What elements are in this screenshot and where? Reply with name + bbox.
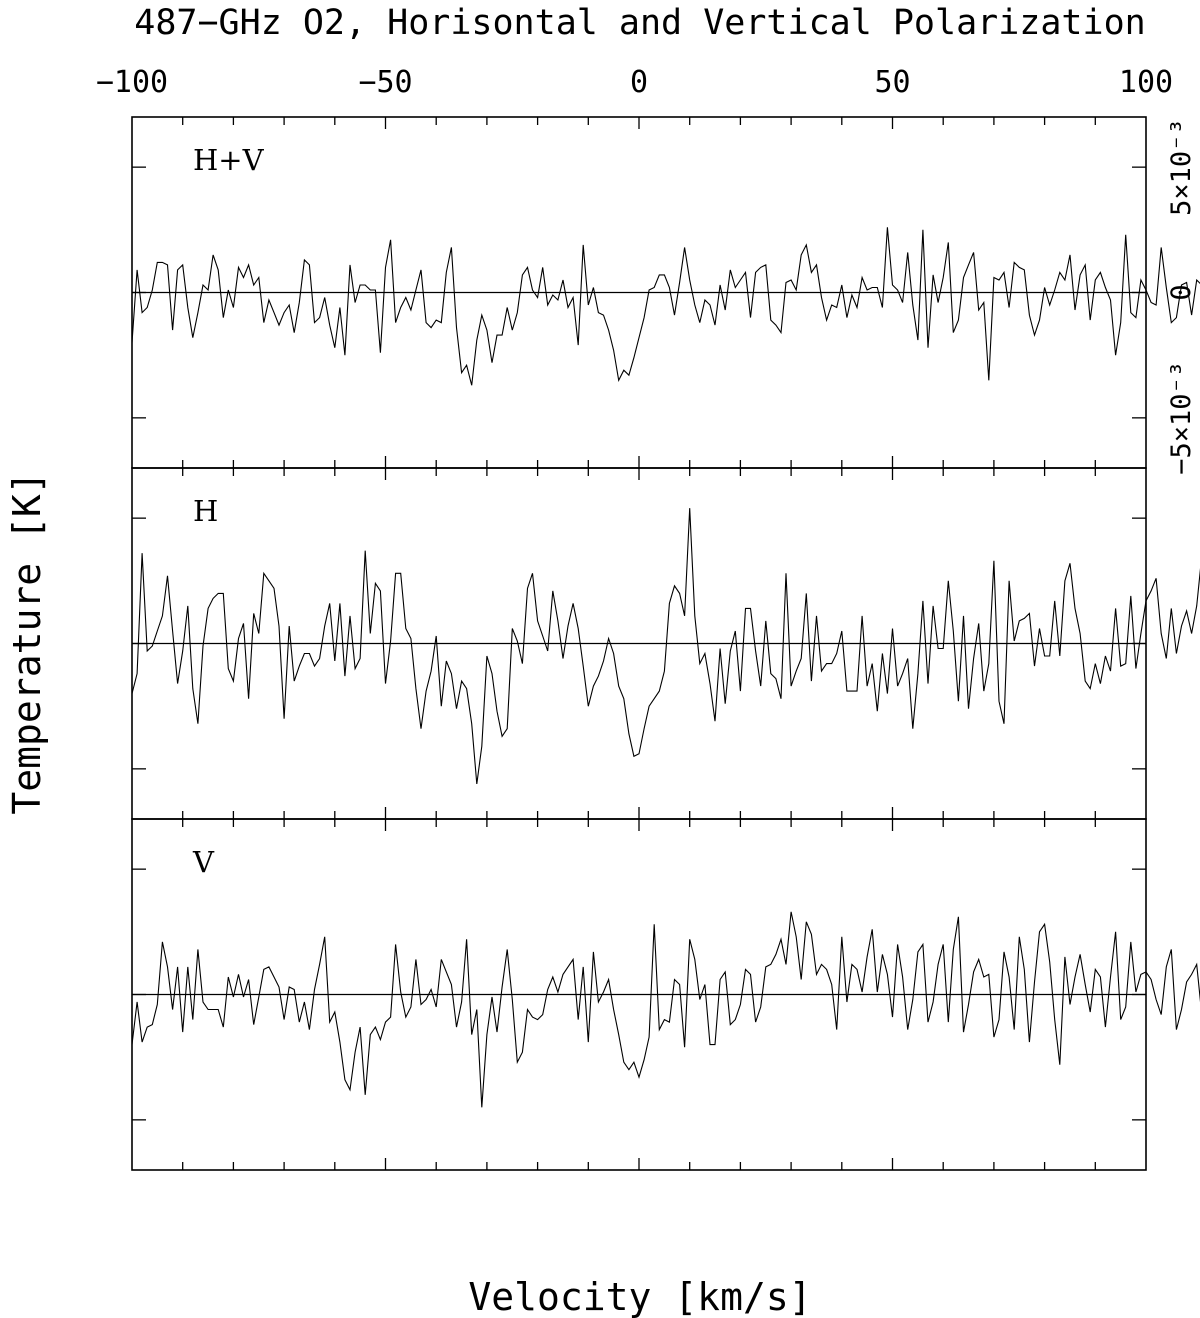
x-tick-label: 100 (1119, 65, 1173, 100)
x-tick-label: 0 (630, 65, 648, 100)
y-tick-label: 5×10⁻³ (1166, 118, 1197, 216)
y-axis-label: Temperature [K] (5, 471, 49, 814)
top-x-tick-labels: −100 −50 0 50 100 (96, 65, 1173, 100)
series-line (131, 508, 1200, 784)
x-tick-label: 50 (874, 65, 910, 100)
spectrum-panels: H+V H V (131, 116, 1200, 1171)
chart-title: 487−GHz O2, Horisontal and Vertical Pola… (134, 3, 1145, 43)
panel-v: V (131, 818, 1200, 1171)
series-line (131, 227, 1200, 386)
right-y-tick-labels: −5×10⁻³05×10⁻³ (1166, 118, 1197, 474)
series-line (131, 911, 1200, 1108)
series-label: H (193, 494, 218, 528)
series-label: V (192, 845, 215, 879)
x-axis-label: Velocity [km/s] (468, 1275, 811, 1318)
x-tick-label: −50 (358, 65, 412, 100)
y-tick-label: −5×10⁻³ (1166, 361, 1197, 475)
panel-hplusv: H+V (131, 116, 1200, 469)
x-tick-label: −100 (96, 65, 168, 100)
axis-ticks (132, 117, 1146, 1170)
panel-h: H (131, 467, 1200, 820)
series-label: H+V (193, 143, 265, 177)
